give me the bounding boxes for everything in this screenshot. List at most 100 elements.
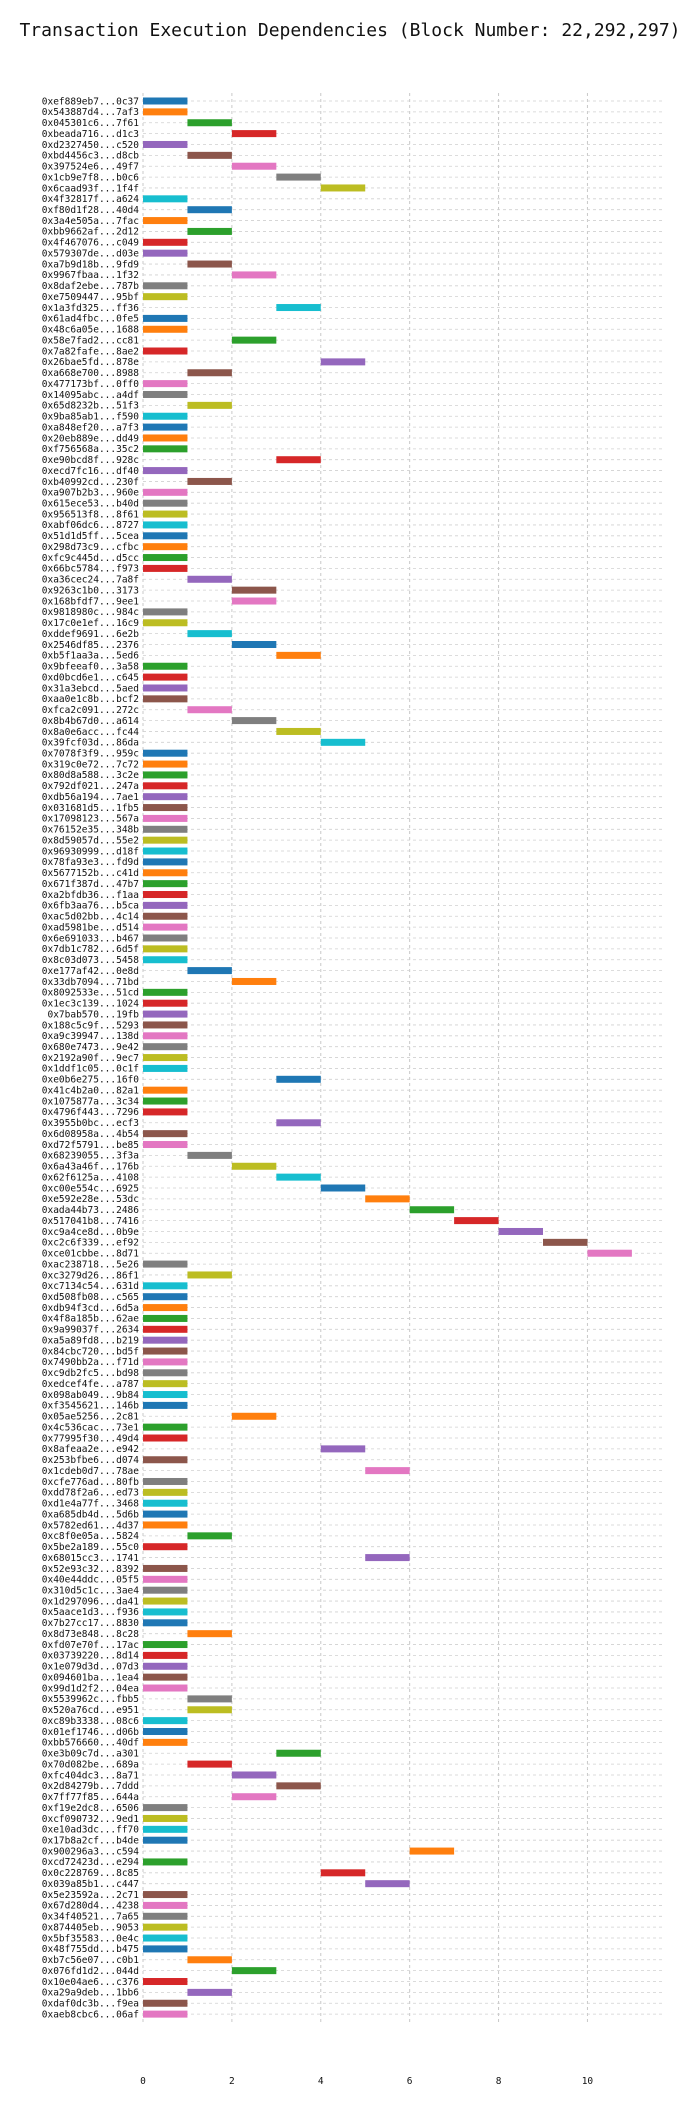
tx-label: 0xfca2c091...272c: [42, 705, 139, 716]
tx-bar: [143, 923, 188, 931]
tx-bar: [187, 477, 232, 485]
tx-label: 0xa7b9d18b...9fd9: [42, 259, 140, 270]
tx-label: 0x680e7473...9e42: [42, 1042, 139, 1053]
tx-bar: [143, 891, 188, 899]
tx-bar: [187, 260, 232, 268]
tx-label: 0x68015cc3...1741: [42, 1553, 140, 1564]
chart-title: Transaction Execution Dependencies (Bloc…: [19, 20, 681, 41]
tx-bar: [231, 597, 277, 605]
tx-label: 0x7078f3f9...959c: [42, 749, 139, 760]
tx-label: 0xc9db2fc5...bd98: [42, 1368, 140, 1379]
tx-label: 0x03739220...8d14: [42, 1651, 140, 1662]
tx-bar: [143, 1043, 188, 1051]
tx-bar: [143, 488, 188, 496]
tx-bar: [143, 695, 188, 703]
tx-label: 0xe0b6e275...16f0: [42, 1075, 140, 1086]
tx-bar: [143, 1423, 188, 1431]
tx-label: 0xcfe776ad...80fb: [42, 1477, 140, 1488]
tx-bar: [143, 1097, 188, 1105]
tx-bar: [143, 1369, 188, 1377]
tx-label: 0xa2bfdb36...f1aa: [42, 890, 139, 901]
tx-label: 0x8afeaa2e...e942: [42, 1444, 139, 1455]
tx-label: 0xd1e4a77f...3468: [42, 1499, 140, 1510]
tx-label: 0x48f755dd...b475: [42, 1944, 139, 1955]
tx-label: 0x1ddf1c05...0c1f: [42, 1064, 139, 1075]
tx-label: 0x6a43a46f...176b: [42, 1162, 140, 1173]
tx-label: 0xe177af42...0e8d: [42, 966, 139, 977]
tx-bar: [143, 858, 188, 866]
tx-label: 0x5bf35583...0e4c: [42, 1933, 139, 1944]
tx-bar: [187, 119, 232, 127]
tx-bar: [143, 869, 188, 877]
tx-label: 0xb5f1aa3a...5ed6: [42, 651, 140, 662]
tx-bar: [187, 1988, 232, 1996]
tx-label: 0x1d297096...da41: [42, 1596, 140, 1607]
tx-bar: [143, 1945, 188, 1953]
tx-label: 0x4c536cac...73e1: [42, 1422, 140, 1433]
tx-label: 0xac238718...5e26: [42, 1259, 140, 1270]
tx-bar: [320, 1869, 366, 1877]
tx-label: 0x098ab049...9b84: [42, 1390, 140, 1401]
tx-bar: [143, 1108, 188, 1116]
tx-bar: [143, 1130, 188, 1138]
tx-bar: [143, 1336, 188, 1344]
tx-bar: [143, 423, 188, 431]
tx-bar: [187, 1532, 232, 1540]
tx-bar: [276, 1749, 321, 1757]
tx-label: 0x253bfbe6...d074: [42, 1455, 140, 1466]
tx-bar: [231, 1793, 277, 1801]
tx-bar: [231, 1412, 277, 1420]
tx-label: 0x031681d5...1fb5: [42, 803, 139, 814]
tx-label: 0xada44b73...2486: [42, 1205, 140, 1216]
tx-label: 0x61ad4fbc...0fe5: [42, 314, 139, 325]
tx-label: 0xfd07e70f...17ac: [42, 1640, 139, 1651]
tx-bar: [143, 1521, 188, 1529]
tx-label: 0xf19e2dc8...6506: [42, 1803, 140, 1814]
tx-bar: [231, 717, 277, 725]
tx-label: 0xe10ad3dc...ff70: [42, 1825, 140, 1836]
tx-bar: [143, 673, 188, 681]
tx-bar: [143, 782, 188, 790]
tx-label: 0xfc9c445d...d5cc: [42, 553, 139, 564]
x-tick-label: 2: [229, 2076, 235, 2087]
tx-bar: [143, 793, 188, 801]
tx-label: 0x77995f30...49d4: [42, 1433, 140, 1444]
tx-label: 0xaa0e1c8b...bcf2: [42, 694, 139, 705]
tx-bar: [143, 1912, 188, 1920]
tx-bar: [143, 1836, 188, 1844]
tx-bar: [143, 825, 188, 833]
tx-bar: [143, 608, 188, 616]
tx-bar: [143, 1684, 188, 1692]
tx-label: 0x39fcf03d...86da: [42, 738, 139, 749]
tx-bar: [143, 1543, 188, 1551]
tx-bar: [543, 1238, 588, 1246]
tx-bar: [187, 575, 232, 583]
tx-bar: [187, 206, 232, 214]
tx-bar: [143, 1641, 188, 1649]
tx-label: 0x01ef1746...d06b: [42, 1727, 140, 1738]
tx-label: 0x2546df85...2376: [42, 640, 140, 651]
tx-bar: [276, 456, 321, 464]
tx-bar: [231, 162, 277, 170]
tx-bar: [231, 336, 277, 344]
tx-bar: [143, 684, 188, 692]
tx-label: 0x51d1d5ff...5cea: [42, 531, 139, 542]
tx-label: 0x7a82fafe...8ae2: [42, 346, 139, 357]
tx-bar: [143, 1086, 188, 1094]
tx-bar: [143, 554, 188, 562]
tx-bar: [231, 641, 277, 648]
tx-label: 0x6fb3aa76...b5ca: [42, 901, 139, 912]
tx-label: 0x8d59057d...55e2: [42, 835, 139, 846]
tx-bar: [143, 108, 188, 116]
tx-bar: [143, 771, 188, 779]
tx-label: 0xdaf0dc3b...f9ea: [42, 1999, 139, 2010]
tx-bar: [143, 1260, 188, 1268]
tx-label: 0x40e44ddc...05f5: [42, 1575, 139, 1586]
tx-label: 0x5677152b...c41d: [42, 868, 139, 879]
tx-bar: [231, 1771, 277, 1779]
tx-label: 0xa36cec24...7a8f: [42, 575, 139, 586]
tx-label: 0x66bc5784...f973: [42, 564, 139, 575]
tx-bar: [231, 130, 277, 138]
tx-label: 0x1cdeb0d7...78ae: [42, 1466, 140, 1477]
tx-bar: [143, 412, 188, 420]
